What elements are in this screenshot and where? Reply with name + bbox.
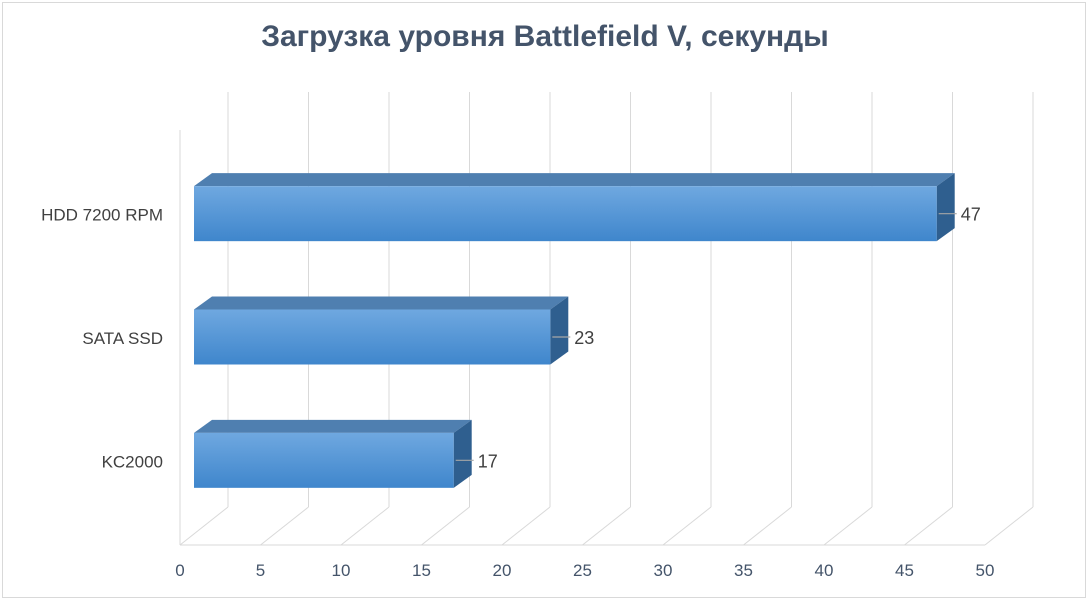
- gridline-floor: [421, 506, 470, 546]
- bars: 47 23 17: [194, 173, 981, 488]
- gridline-floor: [179, 506, 229, 546]
- x-tick-label: 0: [175, 561, 184, 580]
- gridline-floor: [340, 506, 390, 546]
- gridline-floor: [904, 506, 953, 546]
- bar-side-face: [936, 173, 955, 242]
- bar-side-face: [550, 296, 569, 365]
- x-tick-label: 45: [895, 561, 914, 580]
- chart-title: Загрузка уровня Battlefield V, секунды: [261, 20, 829, 53]
- bar-front-face: [194, 309, 551, 365]
- category-label: KC2000: [102, 452, 163, 471]
- x-tick-label: 40: [815, 561, 834, 580]
- data-label: 23: [574, 328, 594, 348]
- gridline-floor: [260, 506, 309, 546]
- gridline-floor: [582, 506, 631, 546]
- bar-front-face: [194, 186, 937, 242]
- x-tick-label: 10: [332, 561, 351, 580]
- gridline-floor: [743, 506, 792, 546]
- x-tick-label: 20: [493, 561, 512, 580]
- x-tick-label: 25: [573, 561, 592, 580]
- bar-2: 17: [194, 419, 498, 488]
- gridline-floor: [823, 506, 873, 546]
- x-tick-label: 30: [654, 561, 673, 580]
- axes: HDD 7200 RPM SATA SSD KC2000 0 5 10 15 20 25 30 35…: [41, 206, 994, 580]
- bar-top-face: [194, 296, 569, 310]
- bar-0: 47: [194, 173, 981, 242]
- category-label: SATA SSD: [82, 329, 163, 348]
- x-tick-label: 15: [412, 561, 431, 580]
- bar-1: 23: [194, 296, 594, 365]
- bar-top-face: [194, 419, 472, 433]
- gridline-floor: [501, 506, 551, 546]
- bar-side-face: [453, 419, 472, 488]
- bar-top-face: [194, 173, 955, 187]
- gridline-floor: [984, 506, 1034, 546]
- data-label: 47: [961, 205, 981, 225]
- gridline-floor: [662, 506, 712, 546]
- x-tick-label: 5: [256, 561, 265, 580]
- bar-front-face: [194, 432, 454, 488]
- x-tick-label: 50: [976, 561, 995, 580]
- category-label: HDD 7200 RPM: [41, 206, 163, 225]
- data-label: 17: [478, 451, 498, 471]
- x-tick-label: 35: [734, 561, 753, 580]
